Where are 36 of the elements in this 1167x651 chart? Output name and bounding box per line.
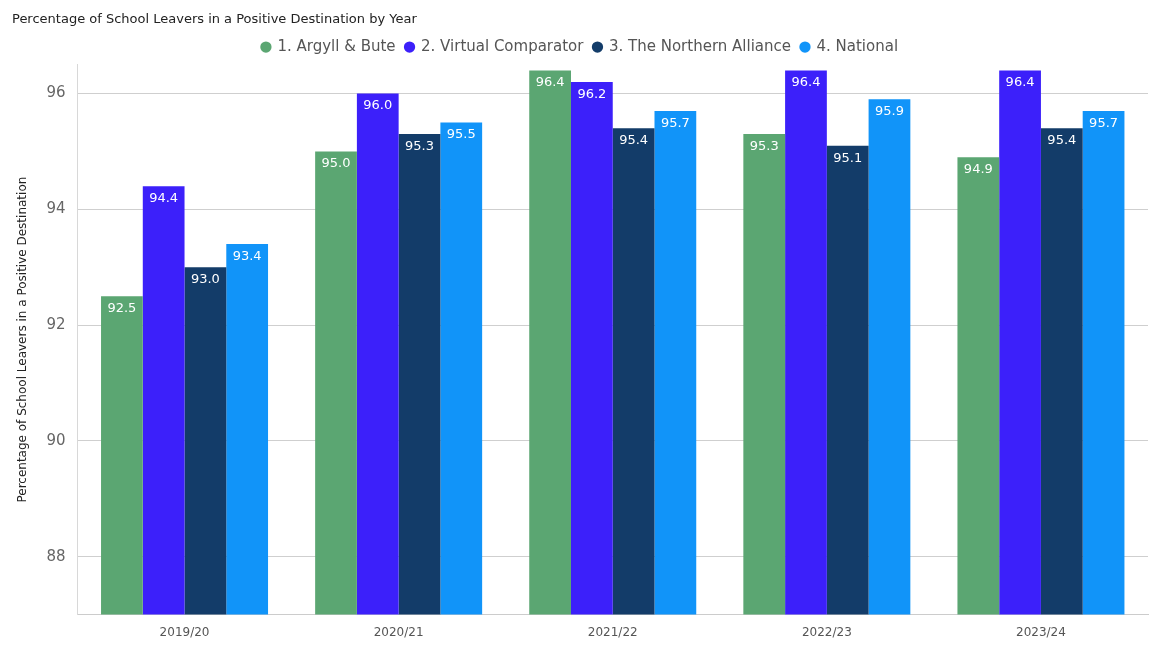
data-label: 92.5 bbox=[107, 300, 137, 316]
x-tick-label: 2021/22 bbox=[587, 624, 638, 639]
x-tick-label: 2019/20 bbox=[159, 624, 210, 639]
data-label: 95.7 bbox=[1089, 114, 1119, 130]
data-label: 93.4 bbox=[232, 247, 262, 263]
data-label: 94.4 bbox=[149, 190, 179, 206]
y-tick-label: 88 bbox=[46, 546, 66, 565]
y-tick-label: 96 bbox=[46, 83, 66, 102]
data-label: 96.0 bbox=[363, 97, 393, 113]
data-label: 96.2 bbox=[577, 85, 607, 101]
chart-title: Percentage of School Leavers in a Positive Destination by Year bbox=[12, 11, 418, 27]
x-tick-label: 2020/21 bbox=[373, 624, 424, 639]
data-label: 95.7 bbox=[660, 114, 690, 130]
y-axis-title: Percentage of School Leavers in a Positive Destination bbox=[15, 176, 30, 503]
x-tick-label: 2023/24 bbox=[1016, 624, 1066, 639]
legend-label: 1. Argyll & Bute bbox=[277, 36, 396, 55]
data-label: 93.0 bbox=[190, 271, 220, 287]
data-label: 95.1 bbox=[833, 149, 863, 165]
data-label: 96.4 bbox=[791, 74, 821, 90]
x-tick-label: 2022/23 bbox=[801, 624, 852, 639]
y-tick-label: 90 bbox=[46, 430, 66, 449]
legend-label: 2. Virtual Comparator bbox=[421, 36, 585, 55]
y-tick-label: 92 bbox=[46, 315, 66, 334]
data-label: 95.3 bbox=[749, 137, 779, 153]
data-label: 96.4 bbox=[1005, 74, 1035, 90]
data-label: 95.4 bbox=[1047, 132, 1077, 148]
legend-label: 3. The Northern Alliance bbox=[608, 36, 791, 55]
data-label: 95.5 bbox=[446, 126, 476, 142]
data-label: 95.4 bbox=[619, 132, 649, 148]
data-label: 95.9 bbox=[874, 103, 904, 119]
data-label: 96.4 bbox=[535, 74, 565, 90]
legend-label: 4. National bbox=[816, 36, 899, 55]
data-label: 95.0 bbox=[321, 155, 351, 171]
data-label: 95.3 bbox=[405, 137, 434, 153]
data-label: 94.9 bbox=[963, 161, 993, 177]
y-tick-label: 94 bbox=[46, 199, 66, 218]
